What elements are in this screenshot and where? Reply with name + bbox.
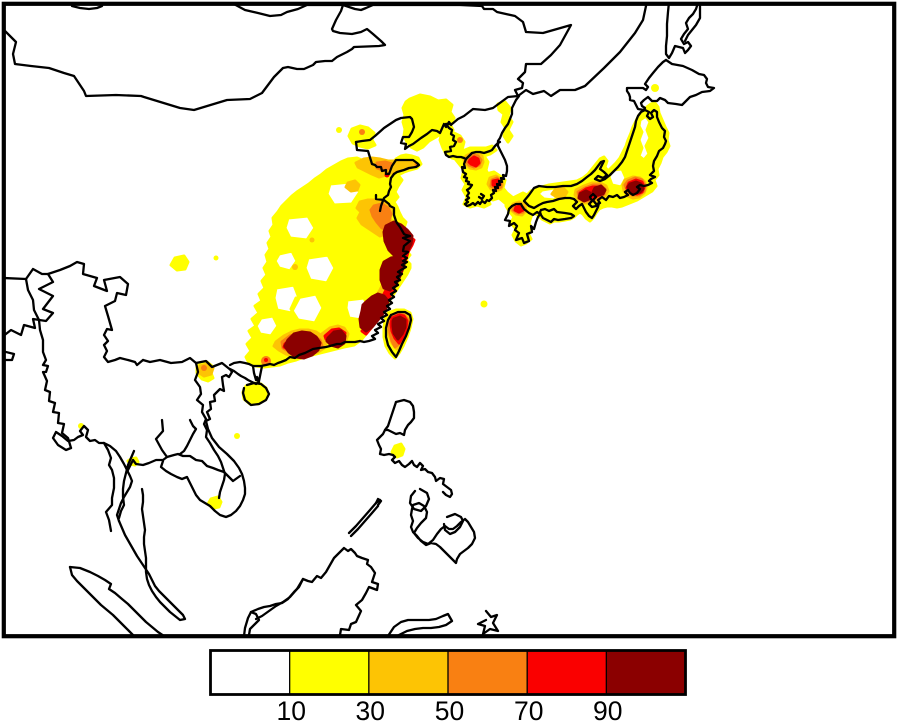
svg-text:10: 10 [276,696,305,723]
svg-text:90: 90 [593,696,622,723]
svg-text:30: 30 [356,696,385,723]
svg-text:50: 50 [435,696,464,723]
svg-text:70: 70 [514,696,543,723]
